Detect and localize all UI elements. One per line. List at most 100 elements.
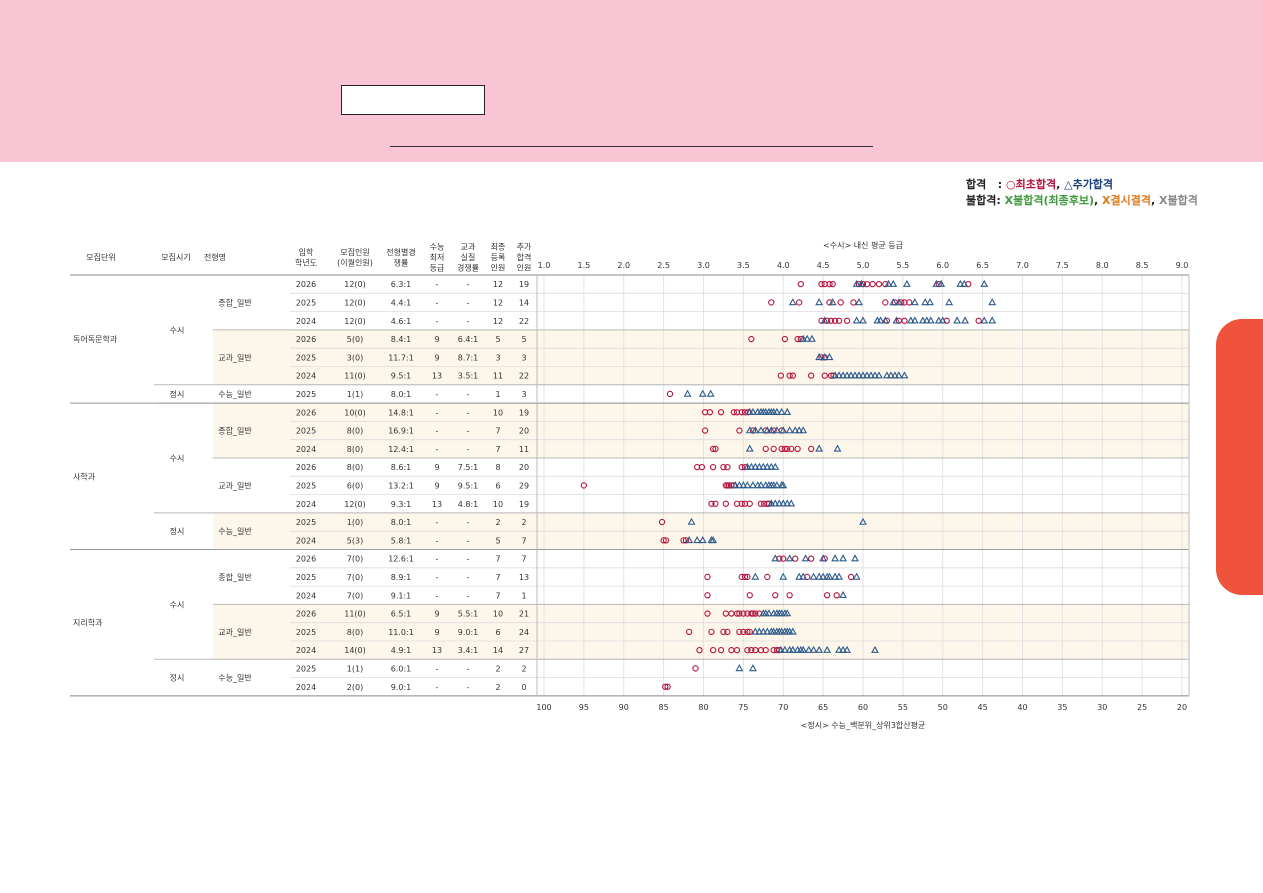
table-cell: 9 — [434, 481, 439, 490]
additional-pass-point — [859, 371, 867, 379]
initial-pass-point — [786, 372, 793, 379]
column-header: 교과 실질 경쟁률 — [457, 243, 479, 273]
x-bottom-tick-label: 95 — [579, 703, 589, 712]
track-band — [213, 403, 537, 458]
additional-pass-point — [835, 572, 844, 580]
unit-name: 사학과 — [73, 471, 96, 481]
table-cell: 13 — [432, 646, 442, 655]
x-bottom-tick-label: 35 — [1057, 703, 1067, 712]
additional-pass-point — [799, 426, 808, 434]
table-cell: 8.0:1 — [391, 518, 412, 527]
additional-pass-point — [745, 426, 754, 434]
additional-pass-point — [735, 664, 744, 672]
table-cell: 2025 — [296, 390, 316, 399]
initial-pass-point — [680, 537, 687, 544]
table-cell: 2026 — [296, 463, 316, 472]
initial-pass-point — [698, 463, 706, 471]
table-cell: - — [467, 280, 470, 289]
table-cell: 10(0) — [344, 408, 366, 417]
track-name: 수능_일반 — [218, 527, 252, 536]
additional-pass-point — [871, 645, 879, 653]
initial-pass-point — [752, 610, 759, 617]
additional-pass-point — [828, 298, 837, 306]
table-cell: 2024 — [296, 317, 316, 326]
additional-pass-point — [833, 444, 842, 452]
table-cell: 3.4:1 — [458, 646, 479, 655]
additional-pass-point — [884, 279, 893, 287]
table-cell: - — [436, 664, 439, 673]
additional-pass-point — [819, 572, 828, 580]
initial-pass-point — [662, 683, 669, 690]
additional-pass-point — [831, 572, 840, 580]
additional-pass-point — [892, 316, 901, 324]
table-cell: 2026 — [296, 555, 316, 564]
initial-pass-point — [744, 628, 751, 635]
table-cell: 7 — [495, 591, 500, 600]
table-cell: 13 — [432, 500, 442, 509]
initial-pass-point — [709, 647, 717, 654]
initial-pass-point — [843, 317, 851, 324]
additional-pass-point — [763, 627, 772, 635]
initial-pass-point — [768, 299, 775, 306]
table-cell: 12.4:1 — [388, 445, 414, 454]
track-name: 교과_일반 — [218, 353, 252, 362]
table-cell: - — [467, 427, 470, 436]
table-cell: 2025 — [296, 298, 316, 307]
table-cell: 1(0) — [347, 518, 363, 527]
table-cell: 12.6:1 — [388, 555, 414, 564]
track-name: 수능_일반 — [218, 674, 252, 683]
initial-pass-point — [788, 445, 795, 452]
additional-pass-point — [788, 627, 797, 635]
initial-pass-point — [797, 280, 804, 288]
x-top-tick-label: 2.0 — [617, 261, 630, 270]
x-top-tick-label: 6.0 — [936, 261, 949, 270]
x-bottom-tick-label: 70 — [778, 703, 788, 712]
table-cell: 2 — [495, 518, 500, 527]
additional-pass-point — [894, 371, 903, 379]
table-cell: 7 — [495, 555, 500, 564]
additional-pass-point — [795, 426, 804, 434]
legend-pass-line: 합격 : ○최초합격, △추가합격 — [966, 177, 1198, 193]
additional-pass-point — [749, 407, 757, 415]
x-bottom-tick-label: 50 — [938, 703, 948, 712]
additional-pass-point — [815, 645, 824, 653]
legend-colon: : — [997, 178, 1003, 191]
initial-pass-point — [906, 299, 913, 306]
table-cell: - — [436, 317, 439, 326]
table-cell: - — [467, 536, 470, 545]
initial-pass-point — [660, 537, 667, 544]
additional-pass-point — [785, 554, 794, 562]
initial-pass-point — [744, 573, 751, 581]
initial-pass-point — [829, 280, 836, 288]
additional-pass-point — [926, 298, 934, 306]
track-name: 종합_일반 — [218, 573, 252, 582]
table-cell: 2 — [521, 664, 526, 673]
additional-pass-point — [815, 444, 824, 452]
additional-pass-point — [894, 298, 903, 306]
additional-pass-point — [799, 572, 808, 580]
table-cell: 1(1) — [347, 664, 363, 673]
additional-pass-point — [771, 462, 780, 470]
additional-pass-point — [819, 554, 828, 562]
additional-pass-point — [815, 572, 824, 580]
x-top-tick-label: 4.0 — [777, 261, 790, 270]
initial-pass-point — [781, 445, 788, 452]
table-cell: 7 — [521, 536, 526, 545]
x-top-tick-label: 6.5 — [976, 261, 989, 270]
initial-pass-point — [847, 573, 855, 581]
side-tab[interactable] — [1216, 319, 1263, 595]
initial-pass-point — [722, 500, 729, 507]
table-cell: 2 — [495, 664, 500, 673]
x-top-tick-label: 8.0 — [1096, 261, 1109, 270]
table-cell: 1 — [495, 390, 500, 399]
additional-pass-point — [731, 481, 740, 489]
initial-pass-point — [704, 610, 711, 617]
additional-pass-point — [882, 371, 891, 379]
table-cell: - — [467, 445, 470, 454]
additional-pass-point — [799, 645, 808, 653]
table-cell: 2025 — [296, 573, 316, 582]
table-cell: 2024 — [296, 445, 316, 454]
table-cell: - — [436, 298, 439, 307]
x-top-tick-label: 8.5 — [1136, 261, 1149, 270]
column-header: 전형명 — [204, 252, 226, 262]
